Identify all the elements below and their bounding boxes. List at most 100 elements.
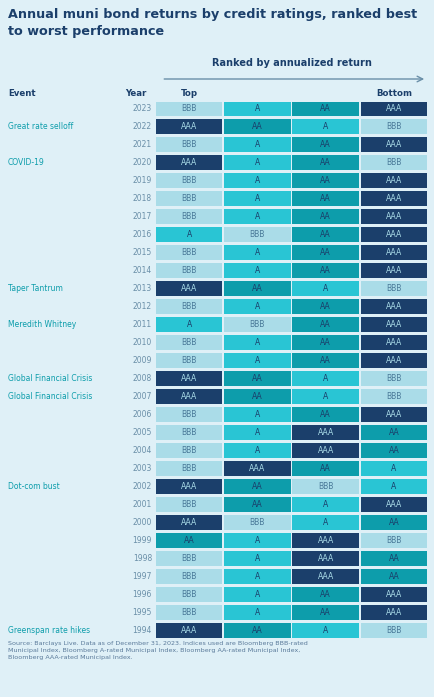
Text: AAA: AAA [181, 625, 197, 634]
Text: A: A [322, 500, 328, 509]
Text: BBB: BBB [181, 266, 196, 275]
Text: BBB: BBB [181, 608, 196, 617]
Text: AA: AA [251, 123, 262, 132]
Text: BBB: BBB [181, 410, 196, 419]
Text: AAA: AAA [317, 446, 333, 455]
Text: BBB: BBB [385, 392, 401, 401]
Text: A: A [254, 176, 260, 185]
Text: BBB: BBB [385, 284, 401, 293]
Text: A: A [254, 446, 260, 455]
Text: A: A [322, 123, 328, 132]
Text: AA: AA [251, 482, 262, 491]
Text: AA: AA [388, 572, 398, 581]
Text: Event: Event [8, 89, 36, 98]
Text: AAA: AAA [385, 500, 401, 509]
Text: 2016: 2016 [132, 230, 151, 239]
Text: Greenspan rate hikes: Greenspan rate hikes [8, 625, 90, 634]
Text: A: A [390, 482, 395, 491]
Text: BBB: BBB [249, 518, 264, 527]
Text: 2003: 2003 [132, 464, 151, 473]
Text: 2020: 2020 [132, 158, 151, 167]
Text: AAA: AAA [181, 392, 197, 401]
Text: BBB: BBB [181, 590, 196, 599]
Text: AAA: AAA [181, 123, 197, 132]
Text: AA: AA [388, 428, 398, 437]
Text: 2006: 2006 [132, 410, 151, 419]
Text: A: A [322, 374, 328, 383]
Text: 2007: 2007 [132, 392, 151, 401]
Text: BBB: BBB [385, 123, 401, 132]
Text: A: A [322, 392, 328, 401]
Text: A: A [254, 572, 260, 581]
Text: AA: AA [319, 176, 330, 185]
Text: BBB: BBB [385, 374, 401, 383]
Text: A: A [186, 230, 191, 239]
Text: A: A [254, 302, 260, 311]
Text: BBB: BBB [181, 356, 196, 365]
Text: BBB: BBB [181, 302, 196, 311]
Text: BBB: BBB [181, 140, 196, 149]
Text: AA: AA [319, 266, 330, 275]
Text: BBB: BBB [385, 158, 401, 167]
Text: AA: AA [319, 320, 330, 329]
Text: BBB: BBB [181, 553, 196, 562]
Text: AA: AA [319, 248, 330, 257]
Text: AA: AA [319, 608, 330, 617]
Text: AA: AA [388, 446, 398, 455]
Text: A: A [186, 320, 191, 329]
Text: BBB: BBB [385, 536, 401, 544]
Text: AAA: AAA [385, 105, 401, 114]
Text: 2018: 2018 [132, 194, 151, 204]
Text: Dot-com bust: Dot-com bust [8, 482, 59, 491]
Text: AAA: AAA [317, 536, 333, 544]
Text: AA: AA [319, 194, 330, 204]
Text: BBB: BBB [181, 194, 196, 204]
Text: BBB: BBB [181, 338, 196, 347]
Text: A: A [254, 248, 260, 257]
Text: 2002: 2002 [132, 482, 151, 491]
Text: A: A [254, 356, 260, 365]
Text: Global Financial Crisis: Global Financial Crisis [8, 374, 92, 383]
Text: 2017: 2017 [132, 213, 151, 221]
Text: AAA: AAA [385, 590, 401, 599]
Text: AA: AA [251, 625, 262, 634]
Text: A: A [254, 194, 260, 204]
Text: 2021: 2021 [132, 140, 151, 149]
Text: 1995: 1995 [132, 608, 151, 617]
Text: BBB: BBB [249, 230, 264, 239]
Text: Ranked by annualized return: Ranked by annualized return [211, 58, 371, 68]
Text: 2008: 2008 [132, 374, 151, 383]
Text: 2023: 2023 [132, 105, 151, 114]
Text: AAA: AAA [181, 518, 197, 527]
Text: BBB: BBB [181, 572, 196, 581]
Text: AA: AA [388, 518, 398, 527]
Text: AAA: AAA [317, 572, 333, 581]
Text: BBB: BBB [181, 446, 196, 455]
Text: A: A [254, 428, 260, 437]
Text: AA: AA [251, 392, 262, 401]
Text: A: A [322, 518, 328, 527]
Text: AAA: AAA [249, 464, 265, 473]
Text: AA: AA [319, 230, 330, 239]
Text: 1997: 1997 [132, 572, 151, 581]
Text: AAA: AAA [385, 266, 401, 275]
Text: 2011: 2011 [132, 320, 151, 329]
Text: 1998: 1998 [132, 553, 151, 562]
Text: A: A [254, 590, 260, 599]
Text: AA: AA [319, 356, 330, 365]
Text: AA: AA [319, 464, 330, 473]
Text: A: A [254, 140, 260, 149]
Text: A: A [254, 338, 260, 347]
Text: A: A [254, 553, 260, 562]
Text: AAA: AAA [385, 356, 401, 365]
Text: Source: Barclays Live. Data as of December 31, 2023. Indices used are Bloomberg : Source: Barclays Live. Data as of Decemb… [8, 641, 307, 659]
Text: Meredith Whitney: Meredith Whitney [8, 320, 76, 329]
Text: AAA: AAA [181, 482, 197, 491]
Text: AA: AA [251, 374, 262, 383]
Text: AA: AA [183, 536, 194, 544]
Text: Global Financial Crisis: Global Financial Crisis [8, 392, 92, 401]
Text: A: A [390, 464, 395, 473]
Text: A: A [254, 266, 260, 275]
Text: BBB: BBB [181, 176, 196, 185]
Text: AAA: AAA [317, 553, 333, 562]
